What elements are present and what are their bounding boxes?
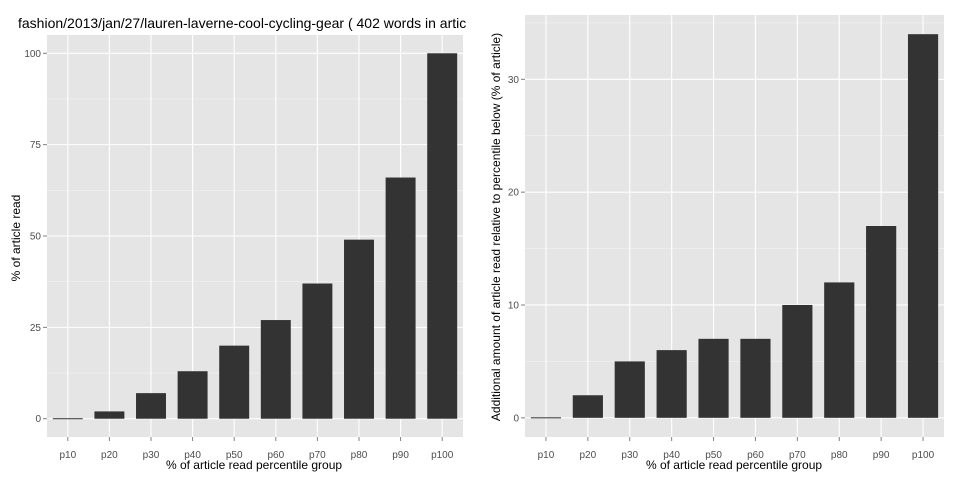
bars — [530, 34, 939, 419]
x-tick-label: p60 — [747, 450, 764, 461]
y-tick-label: 0 — [513, 413, 519, 424]
y-axis-title: Additional amount of article read relati… — [489, 33, 503, 421]
x-tick-label: p10 — [59, 450, 76, 461]
bar — [656, 350, 687, 418]
bar — [136, 393, 166, 419]
y-tick-label: 30 — [508, 75, 520, 86]
y-tick-label: 50 — [30, 232, 42, 243]
x-tick-label: p30 — [143, 450, 160, 461]
x-axis-title: % of article read percentile group — [646, 458, 822, 472]
bar — [302, 283, 333, 419]
x-tick-label: p40 — [184, 450, 201, 461]
bar — [344, 239, 374, 419]
y-tick-label: 0 — [35, 414, 41, 425]
y-tick-label: 75 — [30, 140, 42, 151]
chart-left: % of article read percentile group % of … — [9, 15, 466, 472]
y-tick-label: 20 — [508, 188, 520, 199]
y-axis-title: % of article read — [9, 195, 23, 282]
x-tick-label: p50 — [705, 450, 722, 461]
x-tick-label: p70 — [789, 450, 806, 461]
bar — [530, 417, 562, 419]
bar — [614, 361, 645, 418]
bars — [52, 53, 458, 420]
bar — [260, 320, 291, 419]
x-tick-label: p90 — [873, 450, 890, 461]
bar — [740, 338, 771, 418]
x-tick-label: p50 — [226, 450, 243, 461]
bar — [866, 226, 897, 418]
bar — [698, 338, 729, 418]
x-tick-label: p30 — [621, 450, 638, 461]
bar — [94, 411, 125, 419]
x-tick-label: p100 — [912, 450, 935, 461]
x-axis-title: % of article read percentile group — [166, 458, 342, 472]
bar — [219, 345, 250, 419]
chart-right: % of article read percentile group Addit… — [489, 15, 944, 472]
x-tick-label: p60 — [267, 450, 284, 461]
bar — [824, 282, 855, 418]
x-tick-label: p70 — [309, 450, 326, 461]
bar — [907, 34, 939, 418]
y-tick-label: 10 — [508, 300, 520, 311]
x-tick-label: p20 — [101, 450, 118, 461]
x-tick-label: p20 — [580, 450, 597, 461]
bar — [427, 53, 458, 419]
x-tick-label: p40 — [663, 450, 680, 461]
x-tick-label: p90 — [392, 450, 409, 461]
y-tick-label: 25 — [30, 323, 42, 334]
x-tick-label: p100 — [431, 450, 454, 461]
y-tick-label: 100 — [24, 49, 41, 60]
bar — [782, 304, 813, 418]
bar — [572, 395, 603, 418]
x-tick-label: p80 — [831, 450, 848, 461]
chart-title: fashion/2013/jan/27/lauren-laverne-cool-… — [18, 15, 466, 31]
bar — [177, 371, 208, 419]
bar — [385, 177, 416, 419]
x-tick-label: p10 — [538, 450, 555, 461]
x-tick-label: p80 — [351, 450, 368, 461]
bar — [52, 418, 83, 420]
